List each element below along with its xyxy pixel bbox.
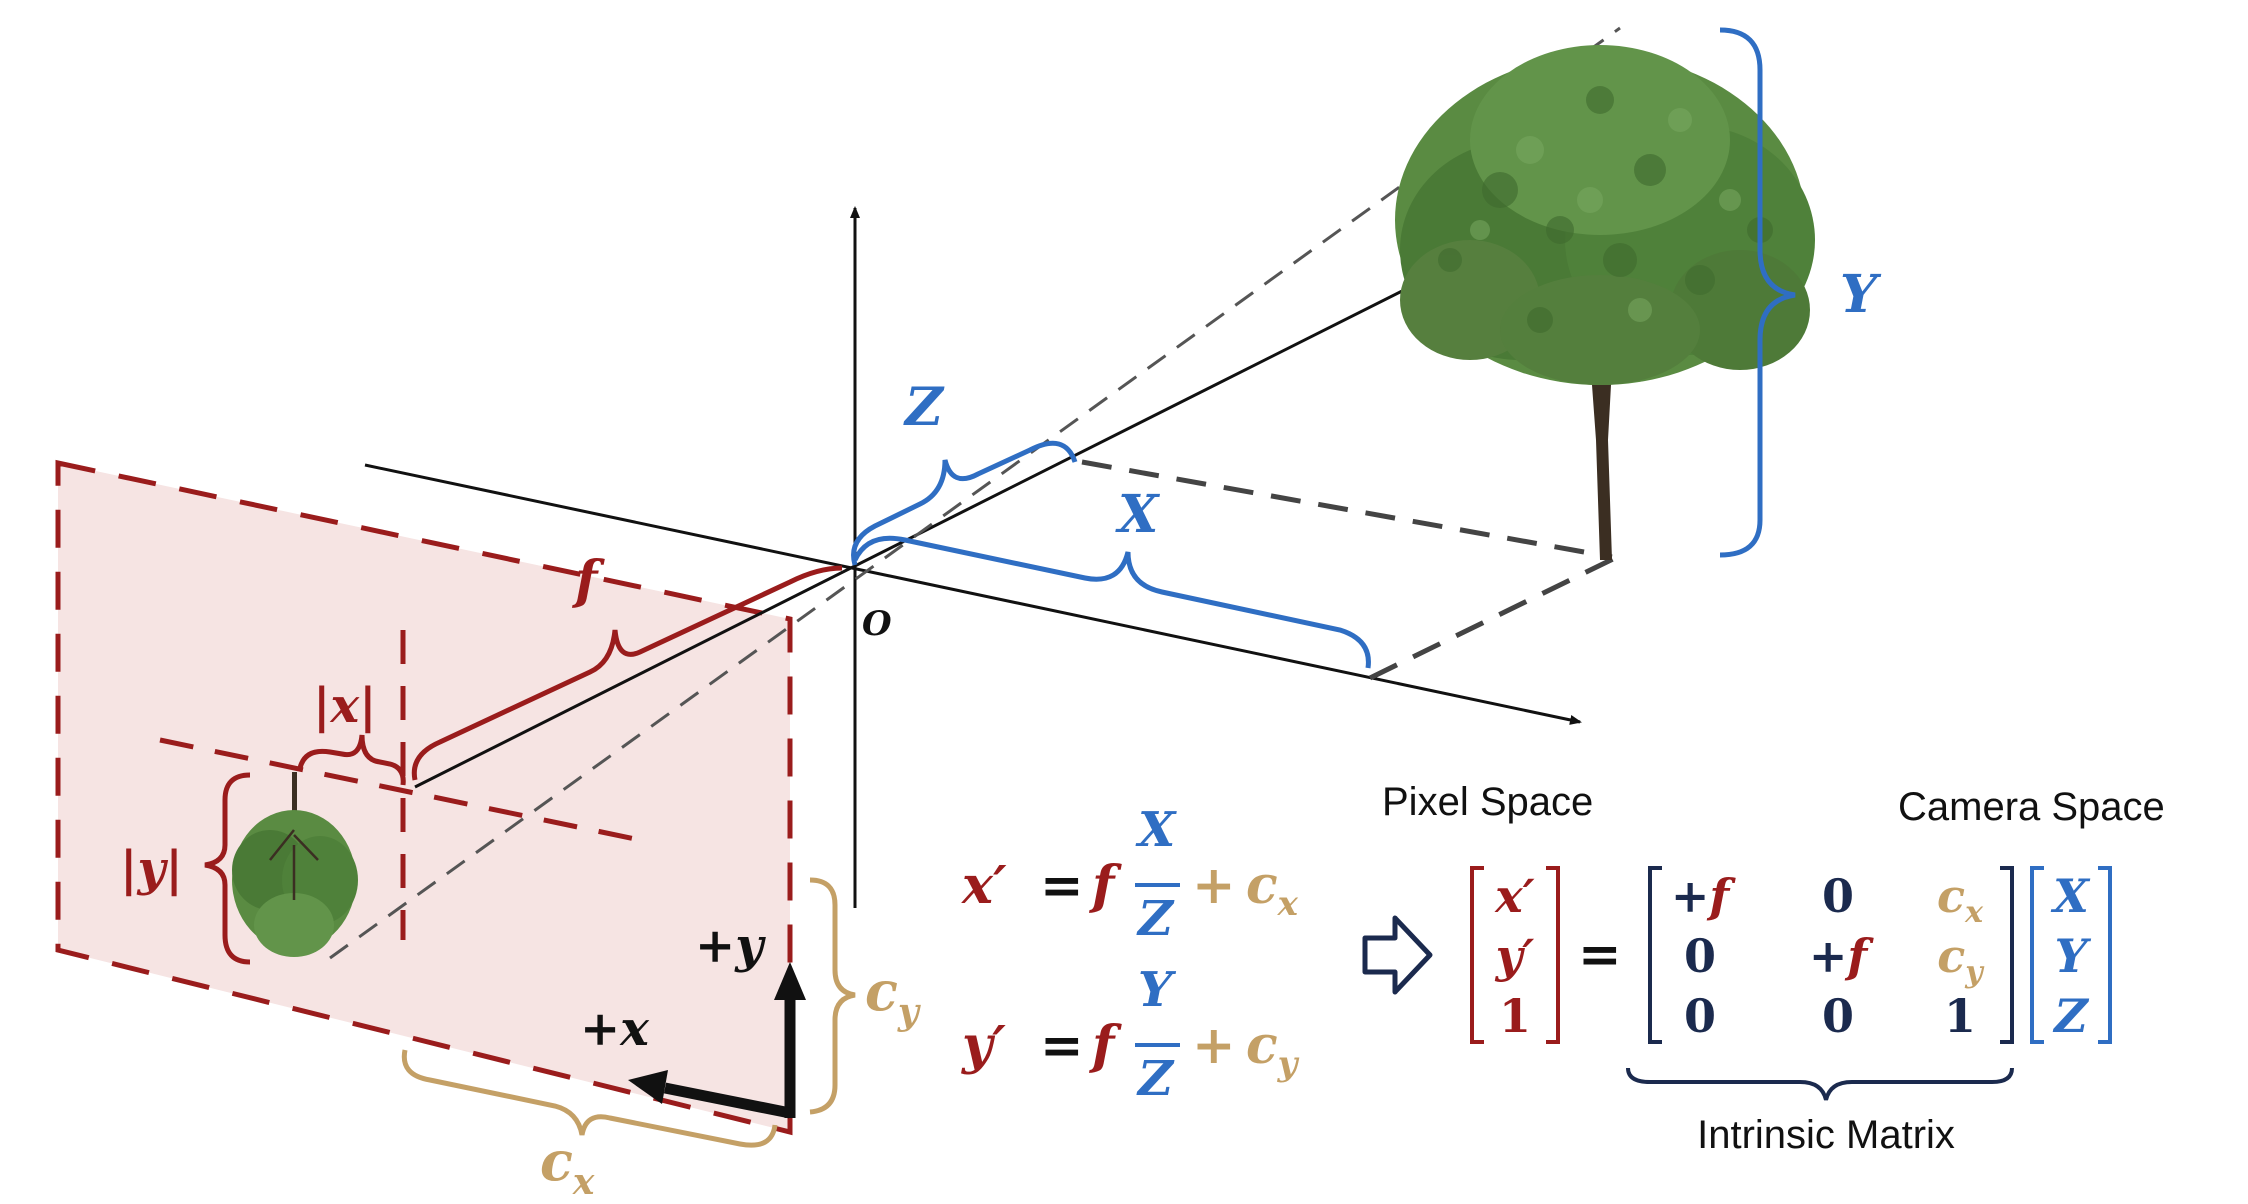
abs-x-label: |x| bbox=[313, 678, 377, 734]
eq1-plus: + bbox=[1192, 855, 1236, 916]
inverted-tree-icon bbox=[232, 772, 358, 957]
origin-label: O bbox=[862, 604, 892, 644]
abs-x-brace bbox=[297, 734, 406, 786]
eq2-c: cy bbox=[1246, 1015, 1300, 1084]
X-label: X bbox=[1115, 484, 1161, 545]
pixel-vec-2: 1 bbox=[1499, 989, 1531, 1043]
pixel-vec-1: y′ bbox=[1495, 929, 1535, 983]
hollow-right-arrow-icon bbox=[1362, 915, 1433, 995]
x-axis bbox=[364, 463, 1582, 725]
eq2-lhs: y′ bbox=[961, 1015, 1006, 1076]
k-r1c1: +f bbox=[1671, 869, 1737, 923]
intrinsic-matrix-equation: Pixel Space Camera Space x′ y′ 1 = +f 0 … bbox=[1362, 780, 2165, 1157]
k-r3c2: 0 bbox=[1822, 989, 1854, 1043]
Y-brace bbox=[1719, 27, 1796, 558]
projection-lines bbox=[329, 26, 1621, 960]
pixel-space-label: Pixel Space bbox=[1382, 780, 1593, 824]
pixel-vector-left-bracket bbox=[1470, 866, 1484, 1044]
cy-brace bbox=[809, 877, 856, 1115]
eq1-den: Z bbox=[1136, 891, 1175, 947]
k-r3c1: 0 bbox=[1684, 989, 1716, 1043]
plus-x-arrow bbox=[663, 1082, 792, 1119]
intrinsic-brace bbox=[1626, 1067, 2014, 1101]
matrix-equals: = bbox=[1578, 924, 1622, 985]
cx-brace bbox=[401, 1049, 778, 1148]
k-r2c3: cy bbox=[1937, 929, 1985, 990]
abs-y-label: |y| bbox=[120, 841, 183, 897]
eq1-num: X bbox=[1135, 802, 1177, 858]
camera-vector-left-bracket bbox=[2030, 866, 2044, 1044]
cy-label: cy bbox=[865, 959, 921, 1033]
camera-vector-right-bracket bbox=[2098, 866, 2112, 1044]
eq1-f: f bbox=[1088, 855, 1122, 916]
camera-space-label: Camera Space bbox=[1898, 785, 2165, 829]
abs-y-brace bbox=[204, 772, 251, 965]
lateral-dashed-line bbox=[1368, 555, 1617, 681]
k-left-bracket bbox=[1648, 866, 1662, 1044]
k-r3c3: 1 bbox=[1944, 989, 1976, 1043]
principal-horizontal-line bbox=[159, 737, 641, 843]
plus-y-label: +y bbox=[695, 918, 766, 974]
k-right-bracket bbox=[2000, 866, 2014, 1044]
k-r1c2: 0 bbox=[1822, 869, 1854, 923]
depth-dashed-line bbox=[1081, 459, 1613, 560]
plus-x-label: +x bbox=[580, 1001, 650, 1057]
k-r2c2: +f bbox=[1809, 929, 1875, 983]
cx-label: cx bbox=[540, 1129, 595, 1203]
tree-icon bbox=[1395, 45, 1815, 560]
camera-vec-2: Z bbox=[2052, 989, 2089, 1043]
k-r2c1: 0 bbox=[1684, 929, 1716, 983]
eq2-f: f bbox=[1088, 1015, 1122, 1076]
intrinsic-matrix-label: Intrinsic Matrix bbox=[1697, 1113, 1955, 1157]
eq1-equals: = bbox=[1040, 855, 1084, 916]
image-plane-border bbox=[55, 459, 793, 1136]
eq2-equals: = bbox=[1040, 1015, 1084, 1076]
image-plane-fill bbox=[58, 463, 790, 1132]
X-brace bbox=[852, 535, 1371, 669]
eq1-c: cx bbox=[1246, 855, 1299, 924]
pixel-vector-right-bracket bbox=[1546, 866, 1560, 1044]
eq1-lhs: x′ bbox=[961, 855, 1007, 916]
f-brace bbox=[411, 565, 843, 781]
eq2-plus: + bbox=[1192, 1015, 1236, 1076]
projection-equation-y: y′ = f Y Z + cy bbox=[961, 962, 1300, 1107]
camera-vec-0: X bbox=[2050, 869, 2091, 923]
projection-equation-x: x′ = f X Z + cx bbox=[961, 802, 1299, 947]
pixel-vec-0: x′ bbox=[1494, 869, 1535, 923]
image-plane bbox=[55, 459, 793, 1136]
eq2-num: Y bbox=[1138, 962, 1177, 1018]
Z-brace bbox=[851, 440, 1078, 566]
pixel-axes-arrows bbox=[628, 962, 806, 1119]
eq2-den: Z bbox=[1136, 1051, 1175, 1107]
k-r1c3: cx bbox=[1937, 869, 1984, 930]
Y-label: Y bbox=[1840, 264, 1882, 325]
projection-ray bbox=[329, 26, 1621, 960]
camera-vec-1: Y bbox=[2055, 929, 2092, 983]
Z-label: Z bbox=[903, 377, 945, 438]
